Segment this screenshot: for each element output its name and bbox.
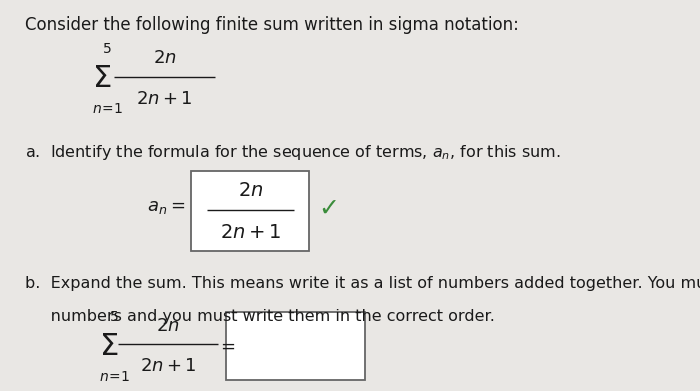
FancyBboxPatch shape <box>191 171 309 251</box>
Text: $2n + 1$: $2n + 1$ <box>136 90 193 108</box>
Text: $2n + 1$: $2n + 1$ <box>220 223 281 242</box>
Text: $\Sigma$: $\Sigma$ <box>92 64 111 93</box>
Text: $\Sigma$: $\Sigma$ <box>99 332 118 361</box>
Text: $n\!=\!1$: $n\!=\!1$ <box>92 102 122 117</box>
Text: 5: 5 <box>103 42 111 56</box>
FancyBboxPatch shape <box>226 312 365 380</box>
Text: $2n$: $2n$ <box>153 49 176 67</box>
Text: $a_n =$: $a_n =$ <box>148 198 186 216</box>
Text: 5: 5 <box>110 310 118 324</box>
Text: Consider the following finite sum written in sigma notation:: Consider the following finite sum writte… <box>25 16 519 34</box>
Text: $2n$: $2n$ <box>237 181 263 200</box>
Text: $2n + 1$: $2n + 1$ <box>139 357 197 375</box>
Text: b.  Expand the sum. This means write it as a list of numbers added together. You: b. Expand the sum. This means write it a… <box>25 276 700 291</box>
Text: $=$: $=$ <box>217 337 236 355</box>
Text: ✓: ✓ <box>318 197 340 221</box>
Text: a.  Identify the formula for the sequence of terms, $a_n$, for this sum.: a. Identify the formula for the sequence… <box>25 143 560 162</box>
Text: $2n$: $2n$ <box>156 317 180 335</box>
Text: numbers and you must write them in the correct order.: numbers and you must write them in the c… <box>25 309 494 324</box>
Text: $n\!=\!1$: $n\!=\!1$ <box>99 370 130 384</box>
